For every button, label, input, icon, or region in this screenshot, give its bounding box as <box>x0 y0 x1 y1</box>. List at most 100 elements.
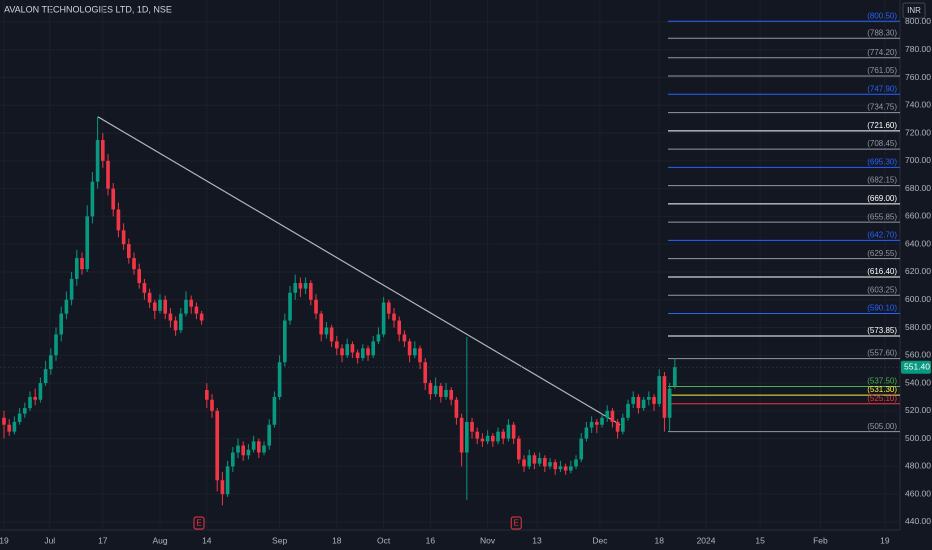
candle-body <box>199 313 204 321</box>
candle-body <box>288 292 292 321</box>
level-label: (682.15) <box>867 176 897 185</box>
candle-body <box>2 417 6 425</box>
candle-body <box>225 466 230 495</box>
earnings-marker[interactable] <box>193 516 205 530</box>
x-tick-label: 13 <box>532 535 542 545</box>
level-label: (734.75) <box>867 103 897 112</box>
y-tick-label: 640.00 <box>905 238 931 248</box>
candle-body <box>491 435 495 442</box>
candle-body <box>345 344 350 356</box>
candle-body <box>189 299 194 307</box>
x-tick-label: 18 <box>654 535 664 545</box>
candle-body <box>246 449 251 456</box>
candle-body <box>392 313 396 321</box>
level-label: (761.05) <box>867 66 897 75</box>
level-label: (721.60) <box>867 121 897 130</box>
candle-body <box>121 230 126 245</box>
level-label: (747.90) <box>867 84 897 93</box>
candle-body <box>470 421 474 432</box>
candle-body <box>673 367 677 386</box>
candle-body <box>527 455 532 467</box>
candle-body <box>173 320 178 331</box>
candle-body <box>485 435 490 442</box>
currency-label[interactable]: INR <box>907 6 921 15</box>
candle-body <box>69 278 74 300</box>
y-tick-label: 460.00 <box>905 488 931 498</box>
y-tick-label: 780.00 <box>905 44 931 54</box>
candle-body <box>106 160 110 189</box>
level-label: (505.00) <box>867 422 897 431</box>
earnings-label[interactable]: E <box>196 519 201 528</box>
x-tick-label: 17 <box>98 535 108 545</box>
candle-body <box>334 341 339 349</box>
candle-body <box>444 390 448 397</box>
candle-body <box>272 396 277 425</box>
candle-body <box>282 320 287 363</box>
level-label: (800.50) <box>867 11 897 20</box>
candle-body <box>657 376 662 404</box>
candle-body <box>621 417 625 432</box>
candle-body <box>371 341 376 356</box>
candle-body <box>595 421 599 425</box>
candle-body <box>308 283 313 300</box>
candle-body <box>158 299 162 311</box>
candle-body <box>605 410 610 418</box>
candle-body <box>626 403 630 418</box>
candle-body <box>350 344 355 353</box>
candle-body <box>100 140 105 161</box>
candle-body <box>652 396 656 404</box>
candle-body <box>293 283 298 293</box>
candle-body <box>90 181 95 217</box>
candle-body <box>142 283 147 293</box>
level-label: (603.25) <box>867 285 897 294</box>
candle-body <box>132 258 136 270</box>
candle-body <box>667 388 672 418</box>
candle-body <box>194 306 199 314</box>
y-tick-label: 500.00 <box>905 433 931 443</box>
candle-body <box>43 369 48 384</box>
y-tick-label: 800.00 <box>905 16 931 26</box>
candle-body <box>579 438 584 460</box>
y-tick-label: 720.00 <box>905 127 931 137</box>
level-label: (525.10) <box>867 394 897 403</box>
candle-body <box>48 355 53 370</box>
candle-body <box>439 385 443 397</box>
candle-body <box>496 431 500 442</box>
candle-body <box>480 438 485 442</box>
chart-title: AVALON TECHNOLOGIES LTD, 1D, NSE <box>4 4 172 14</box>
x-tick-label: 14 <box>202 535 212 545</box>
candle-body <box>397 320 402 335</box>
earnings-label[interactable]: E <box>514 519 519 528</box>
last-price-label: 551.40 <box>904 361 930 371</box>
candle-body <box>126 244 131 259</box>
candle-body <box>454 399 459 418</box>
level-label: (629.55) <box>867 249 897 258</box>
level-label: (590.10) <box>867 304 897 313</box>
y-tick-label: 660.00 <box>905 211 931 221</box>
level-label: (655.85) <box>867 212 897 221</box>
candle-body <box>517 438 521 460</box>
candle-body <box>647 396 651 400</box>
candle-body <box>215 410 220 481</box>
candle-body <box>433 385 438 395</box>
candle-body <box>428 383 433 395</box>
y-tick-label: 680.00 <box>905 183 931 193</box>
candle-body <box>423 362 428 384</box>
level-label: (708.45) <box>867 139 897 148</box>
x-tick-label: Dec <box>592 535 608 545</box>
level-label: (531.30) <box>867 385 897 394</box>
candle-body <box>210 399 214 411</box>
candle-body <box>95 140 100 182</box>
candle-body <box>277 362 282 397</box>
candle-body <box>329 327 334 342</box>
earnings-marker[interactable] <box>510 516 522 530</box>
candle-body <box>111 188 116 210</box>
candle-body <box>366 348 370 356</box>
candle-body <box>59 313 64 335</box>
candle-body <box>459 417 464 453</box>
currency-box[interactable] <box>902 2 926 19</box>
last-price-box <box>901 360 931 374</box>
y-tick-label: 440.00 <box>905 516 931 526</box>
